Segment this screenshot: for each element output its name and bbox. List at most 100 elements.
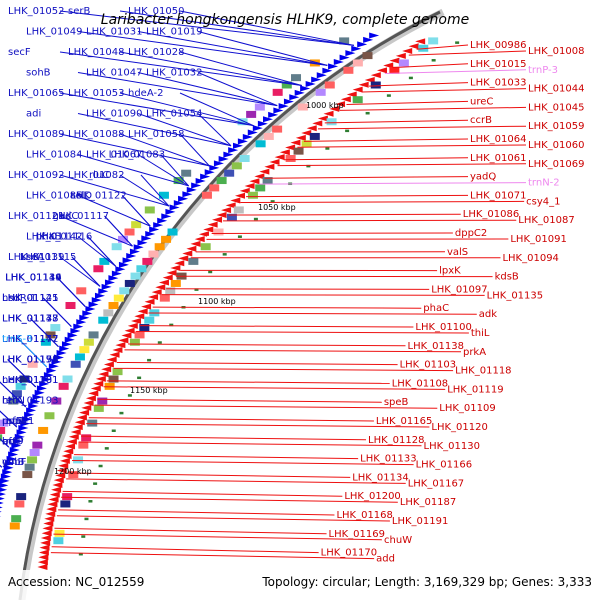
inner-cog-block xyxy=(315,88,326,96)
forward-label-leader xyxy=(119,133,210,167)
forward-label-leader xyxy=(77,236,117,267)
reverse-cog-block xyxy=(389,66,400,74)
forward-gene-label: LHK_01139 xyxy=(8,252,64,263)
reverse-gene-label: phaC xyxy=(423,303,449,314)
reverse-gene-label: LHK_01130 xyxy=(424,441,480,452)
forward-gene-label: glnB xyxy=(2,457,24,468)
gc-skew-tick xyxy=(455,41,460,44)
reverse-gene-arrow xyxy=(131,318,142,325)
forward-gene-arrow xyxy=(182,191,193,198)
forward-label-leader xyxy=(0,410,18,428)
forward-gene-label: LHK_01058 xyxy=(128,129,184,140)
reverse-gene-arrow xyxy=(124,327,135,334)
reverse-cog-block xyxy=(285,155,296,162)
forward-gene-arrow xyxy=(262,116,273,123)
reverse-label-leader xyxy=(346,100,469,106)
forward-cog-block xyxy=(27,360,38,368)
forward-label-leader xyxy=(137,72,278,107)
forward-gene-arrow xyxy=(223,151,234,158)
reverse-gene-label: LHK_01064 xyxy=(470,134,526,145)
inner-cog-block xyxy=(83,338,94,346)
reverse-label-leader xyxy=(61,496,398,503)
inner-cog-block xyxy=(79,346,90,354)
reverse-label-leader xyxy=(97,398,382,403)
gc-skew-tick xyxy=(119,411,124,415)
forward-cog-block xyxy=(131,221,142,229)
forward-cog-block xyxy=(118,235,129,243)
reverse-cog-block xyxy=(159,294,170,302)
reverse-cog-block xyxy=(165,287,176,295)
forward-gene-label: LHK_01147 xyxy=(2,334,58,345)
reverse-cog-block xyxy=(112,368,123,376)
forward-label-leader xyxy=(197,72,278,107)
forward-label-leader xyxy=(179,92,254,127)
forward-gene-arrow xyxy=(115,266,126,273)
forward-label-leader xyxy=(179,10,354,46)
forward-gene-label: LHK_01172 xyxy=(2,334,58,345)
forward-label-leader xyxy=(59,256,101,287)
inner-cog-block xyxy=(324,81,335,89)
reverse-label-leader xyxy=(161,294,485,296)
inner-cog-block xyxy=(161,235,172,243)
reverse-cog-block xyxy=(370,81,381,89)
reverse-gene-arrow xyxy=(40,535,51,542)
forward-gene-arrow xyxy=(345,50,356,57)
forward-gene-label: LHK_01085 xyxy=(26,191,82,202)
forward-label-leader xyxy=(59,215,133,247)
reverse-gene-arrow xyxy=(37,563,48,570)
reverse-gene-arrow xyxy=(40,539,51,546)
reverse-gene-label: LHK_01133 xyxy=(360,454,416,465)
reverse-gene-arrow xyxy=(121,332,132,339)
forward-gene-label: LHK_01067 xyxy=(86,150,142,161)
reverse-gene-label: LHK_01100 xyxy=(415,322,471,333)
reverse-gene-label: LHK_01200 xyxy=(344,491,400,502)
reverse-gene-arrow xyxy=(402,48,413,55)
reverse-gene-arrow xyxy=(103,361,114,368)
reverse-gene-label: LHK_01108 xyxy=(392,378,448,389)
reverse-cog-block xyxy=(87,419,98,427)
reverse-cog-block xyxy=(262,177,273,185)
reverse-gene-label: LHK_01166 xyxy=(416,460,472,471)
reverse-gene-arrow xyxy=(415,38,426,45)
forward-gene-arrow xyxy=(129,248,140,255)
forward-gene-arrow xyxy=(3,464,14,471)
forward-gene-label: LHK_01142 xyxy=(26,232,82,243)
forward-gene-label: LHK_01171 xyxy=(2,355,58,366)
reverse-gene-arrow xyxy=(244,183,255,190)
reverse-label-leader xyxy=(51,546,319,554)
reverse-gene-arrow xyxy=(264,163,275,170)
reverse-gene-arrow xyxy=(65,443,76,450)
reverse-gene-label: lpxK xyxy=(439,266,461,277)
reverse-gene-label: add xyxy=(376,554,395,565)
forward-gene-arrow xyxy=(322,67,333,74)
reverse-gene-arrow xyxy=(90,385,101,392)
reverse-gene-label: LHK_01015 xyxy=(470,59,526,70)
reverse-cog-block xyxy=(108,375,119,383)
forward-gene-arrow xyxy=(339,54,350,61)
forward-gene-label: LHK_01090 xyxy=(86,109,142,120)
forward-label-leader xyxy=(119,92,254,127)
forward-gene-label: LHK_01088 xyxy=(68,129,124,140)
forward-gene-arrow xyxy=(43,372,54,379)
reverse-gene-label: LHK_01167 xyxy=(408,478,464,489)
forward-gene-arrow xyxy=(22,416,33,423)
reverse-gene-arrow xyxy=(76,414,87,421)
gc-skew-tick xyxy=(111,429,116,432)
forward-gene-label: sohB xyxy=(26,68,51,79)
forward-gene-arrow xyxy=(247,129,258,136)
reverse-label-leader xyxy=(240,200,525,204)
forward-gene-label: LHK_01032 xyxy=(146,68,202,79)
forward-gene-label: LHK_01047 xyxy=(86,68,142,79)
reverse-gene-arrow xyxy=(93,380,104,387)
reverse-gene-label: LHK_00986 xyxy=(470,40,526,51)
forward-cog-block xyxy=(76,287,87,295)
gc-skew-tick xyxy=(157,341,162,344)
reverse-gene-label: LHK_01069 xyxy=(528,159,584,170)
forward-cog-block xyxy=(212,140,223,148)
forward-gene-label: ybbF xyxy=(2,457,27,468)
reverse-gene-arrow xyxy=(323,110,334,117)
reverse-label-leader xyxy=(297,144,527,148)
reverse-cog-block xyxy=(134,331,145,339)
reverse-label-leader xyxy=(152,306,422,309)
reverse-gene-arrow xyxy=(38,554,49,561)
